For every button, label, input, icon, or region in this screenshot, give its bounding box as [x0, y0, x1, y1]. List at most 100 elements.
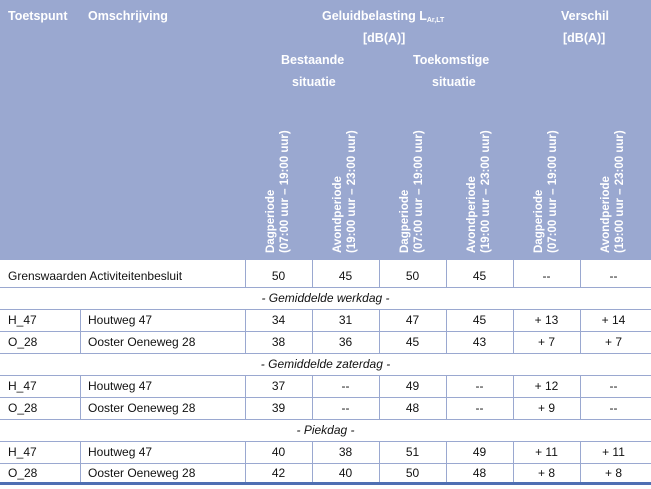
col-divider [446, 375, 447, 419]
header-geluidbelasting-sub: Ar,LT [426, 17, 445, 24]
section-title-zaterdag: - Gemiddelde zaterdag - [260, 357, 391, 371]
header-geluidbelasting-main: Geluidbelasting L [322, 9, 427, 23]
row-value: 39 [271, 401, 286, 415]
row-desc: Ooster Oeneweg 28 [88, 335, 196, 349]
row-value: 43 [472, 335, 487, 349]
row-divider [0, 331, 651, 332]
row-value: -- [341, 379, 350, 393]
row-value: + 14 [601, 313, 626, 327]
row-value: 38 [271, 335, 286, 349]
col-divider [379, 375, 380, 419]
col-divider [312, 260, 313, 287]
row-value: + 9 [537, 401, 555, 415]
row-value: + 12 [534, 379, 559, 393]
col-divider [513, 260, 514, 287]
col-divider [379, 260, 380, 287]
col-divider [580, 309, 581, 353]
row-point: H_47 [8, 379, 37, 393]
section-title-werkdag: - Gemiddelde werkdag - [261, 291, 390, 305]
row-value: 51 [405, 445, 420, 459]
col-divider [245, 375, 246, 419]
row-value: 49 [405, 379, 420, 393]
row-desc: Houtweg 47 [88, 379, 153, 393]
col-divider [446, 309, 447, 353]
header-bestaande-situatie: situatie [292, 75, 336, 89]
header-geluidbelasting-unit: [dB(A)] [363, 31, 406, 45]
col-verschil-dag: Dagperiode (07:00 uur – 19:00 uur) [533, 130, 559, 253]
grenswaarde-value: -- [542, 269, 551, 283]
grenswaarden-label: Grenswaarden Activiteitenbesluit [8, 269, 183, 283]
row-value: 49 [472, 445, 487, 459]
header-toekomstige: Toekomstige [413, 53, 490, 67]
row-value: + 8 [604, 466, 622, 480]
col-toekomstig-avond: Avondperiode (19:00 uur – 23:00 uur) [466, 130, 492, 253]
col-divider [80, 441, 81, 482]
row-value: 38 [338, 445, 353, 459]
col-toekomstig-dag: Dagperiode (07:00 uur – 19:00 uur) [399, 130, 425, 253]
col-divider [245, 309, 246, 353]
row-value: 40 [271, 445, 286, 459]
row-value: 36 [338, 335, 353, 349]
col-divider [80, 309, 81, 353]
row-value: -- [475, 401, 484, 415]
col-divider [513, 375, 514, 419]
row-point: O_28 [8, 335, 38, 349]
row-value: 45 [405, 335, 420, 349]
col-divider [513, 441, 514, 482]
row-value: -- [475, 379, 484, 393]
row-value: + 13 [534, 313, 559, 327]
row-value: 40 [338, 466, 353, 480]
row-point: H_47 [8, 313, 37, 327]
col-divider [312, 441, 313, 482]
col-divider [312, 375, 313, 419]
grenswaarde-value: 45 [338, 269, 353, 283]
header-geluidbelasting: Geluidbelasting LAr,LT [322, 9, 444, 24]
row-value: + 8 [537, 466, 555, 480]
row-divider [0, 419, 651, 420]
grenswaarde-value: 50 [405, 269, 420, 283]
row-value: -- [609, 379, 618, 393]
row-value: 37 [271, 379, 286, 393]
col-divider [379, 309, 380, 353]
row-point: O_28 [8, 466, 38, 480]
row-value: -- [609, 401, 618, 415]
header-bestaande: Bestaande [281, 53, 345, 67]
row-value: 34 [271, 313, 286, 327]
col-divider [580, 260, 581, 287]
grenswaarde-value: 50 [271, 269, 286, 283]
row-desc: Ooster Oeneweg 28 [88, 401, 196, 415]
row-point: O_28 [8, 401, 38, 415]
row-divider [0, 375, 651, 376]
row-desc: Houtweg 47 [88, 313, 153, 327]
header-toekomstige-situatie: situatie [432, 75, 476, 89]
col-bestaande-avond: Avondperiode (19:00 uur – 23:00 uur) [332, 130, 358, 253]
row-point: H_47 [8, 445, 37, 459]
grenswaarde-value: -- [609, 269, 618, 283]
col-divider [245, 260, 246, 287]
col-divider [580, 441, 581, 482]
row-divider [0, 397, 651, 398]
col-bestaande-dag: Dagperiode (07:00 uur – 19:00 uur) [265, 130, 291, 253]
col-verschil-avond: Avondperiode (19:00 uur – 23:00 uur) [600, 130, 626, 253]
row-value: + 7 [604, 335, 622, 349]
row-value: + 11 [602, 445, 625, 459]
col-divider [513, 309, 514, 353]
row-value: + 7 [537, 335, 555, 349]
row-divider [0, 463, 651, 464]
col-divider [245, 441, 246, 482]
row-value: 50 [405, 466, 420, 480]
row-value: + 11 [535, 445, 558, 459]
row-value: 48 [405, 401, 420, 415]
row-divider [0, 309, 651, 310]
row-value: 31 [338, 313, 353, 327]
table-bottom-rule [0, 482, 651, 485]
row-value: -- [341, 401, 350, 415]
col-divider [446, 260, 447, 287]
row-value: 47 [405, 313, 420, 327]
row-divider [0, 441, 651, 442]
header-omschrijving: Omschrijving [88, 9, 168, 23]
row-divider [0, 353, 651, 354]
header-verschil-unit: [dB(A)] [563, 31, 606, 45]
col-divider [379, 441, 380, 482]
